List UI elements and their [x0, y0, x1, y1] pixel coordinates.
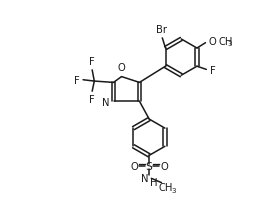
Text: N: N — [141, 173, 148, 184]
Text: O: O — [208, 36, 216, 46]
Text: F: F — [74, 75, 79, 85]
Text: F: F — [89, 57, 95, 67]
Text: Br: Br — [156, 25, 167, 35]
Text: O: O — [118, 63, 126, 73]
Text: S: S — [146, 161, 153, 171]
Text: N: N — [102, 98, 109, 108]
Text: 3: 3 — [172, 187, 176, 193]
Text: F: F — [89, 95, 95, 105]
Text: CH: CH — [218, 36, 233, 46]
Text: 3: 3 — [227, 41, 232, 47]
Text: O: O — [130, 161, 138, 171]
Text: H: H — [150, 177, 158, 187]
Text: F: F — [210, 66, 216, 76]
Text: O: O — [160, 161, 168, 171]
Text: CH: CH — [158, 182, 172, 192]
